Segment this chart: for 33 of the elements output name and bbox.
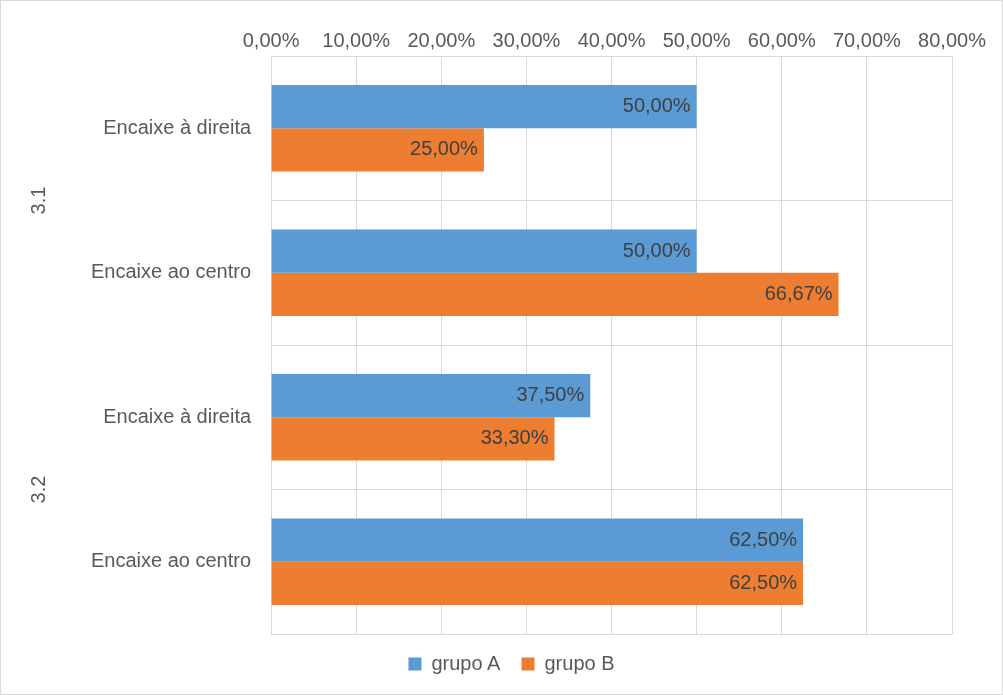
- bar: [271, 272, 839, 317]
- bar: [271, 229, 697, 273]
- y-tick-label: Encaixe ao centro: [90, 549, 252, 572]
- x-tick-label: 20,00%: [407, 28, 476, 51]
- data-label: 66,67%: [764, 281, 833, 304]
- x-tick-label: 40,00%: [577, 28, 646, 51]
- text: 3.1: [26, 186, 49, 215]
- x-tick-label: 70,00%: [832, 28, 902, 51]
- y-tick-label: Encaixe à direita: [103, 115, 252, 138]
- x-tick-label: 30,00%: [492, 28, 561, 51]
- legend-label: grupo B: [544, 651, 615, 674]
- x-tick-label: 80,00%: [918, 28, 987, 51]
- bar: [271, 373, 591, 418]
- data-label: 25,00%: [410, 137, 479, 160]
- bar: [271, 128, 484, 172]
- data-label: 50,00%: [622, 238, 691, 261]
- y-tick-label: Encaixe ao centro: [90, 260, 252, 283]
- data-label: 50,00%: [622, 94, 691, 117]
- x-tick-label: 10,00%: [322, 28, 391, 51]
- x-tick-label: 60,00%: [747, 28, 816, 51]
- x-tick-label: 0,00%: [242, 28, 300, 51]
- text: 3.2: [26, 475, 49, 504]
- data-label: 62,50%: [729, 570, 798, 593]
- data-label: 33,30%: [480, 426, 549, 449]
- data-label: 62,50%: [729, 527, 798, 550]
- legend-label: grupo A: [431, 651, 502, 674]
- bar: [271, 518, 804, 562]
- bar: [271, 417, 555, 461]
- y-tick-label: Encaixe à direita: [103, 404, 252, 427]
- data-label: 37,50%: [516, 383, 585, 406]
- bar: [271, 561, 804, 606]
- bar: [271, 84, 697, 129]
- x-tick-label: 50,00%: [662, 28, 731, 51]
